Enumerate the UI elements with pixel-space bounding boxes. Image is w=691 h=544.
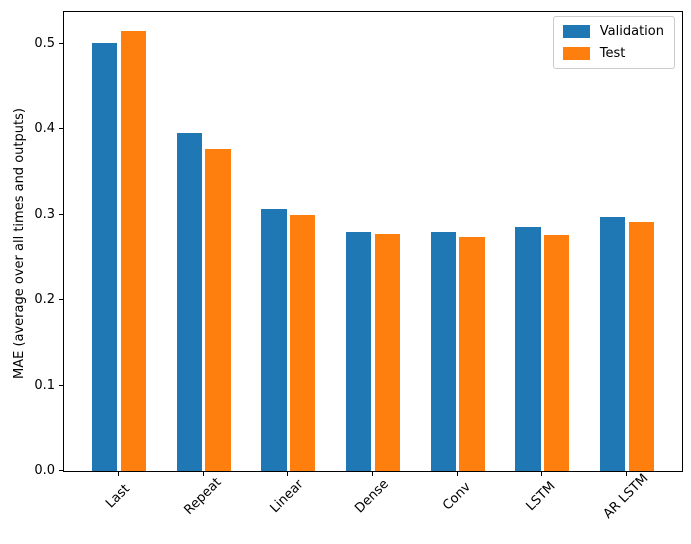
y-tick-mark: [59, 42, 63, 44]
x-tick-mark: [202, 472, 204, 476]
legend-item-validation: Validation: [562, 24, 664, 39]
y-tick-label: 0.1: [34, 377, 55, 393]
bar-validation-lstm: [515, 226, 541, 471]
y-tick-mark: [59, 213, 63, 215]
bar-test-dense: [374, 234, 401, 471]
y-tick-label: 0.2: [34, 292, 55, 308]
bar-test-ar-lstm: [628, 222, 654, 471]
y-tick-label: 0.0: [34, 463, 55, 478]
y-axis-label: MAE (average over all times and outputs): [12, 108, 27, 379]
x-tick-label-repeat: Repeat: [181, 475, 225, 518]
x-tick-label-lstm: LSTM: [523, 478, 559, 515]
x-tick-mark: [541, 472, 543, 476]
bar-validation-conv: [430, 231, 456, 471]
y-tick-label: 0.4: [34, 121, 55, 137]
bar-validation-linear: [261, 209, 287, 471]
x-tick-mark: [118, 472, 120, 476]
legend-label-validation: Validation: [599, 24, 664, 39]
bar-test-lstm: [543, 235, 570, 471]
x-tick-label-conv: Conv: [439, 479, 474, 514]
bar-validation-dense: [345, 231, 372, 471]
x-tick-mark: [625, 472, 627, 476]
y-tick-mark: [59, 128, 63, 130]
y-tick-label: 0.3: [34, 206, 55, 222]
plot-area: [63, 11, 683, 472]
bar-test-repeat: [205, 148, 231, 471]
x-tick-mark: [287, 472, 289, 476]
bar-test-last: [120, 30, 147, 471]
x-tick-mark: [456, 472, 458, 476]
y-tick-mark: [59, 299, 63, 301]
x-tick-label-linear: Linear: [267, 476, 307, 517]
x-tick-label-dense: Dense: [352, 476, 392, 517]
test-swatch-icon: [562, 47, 590, 60]
legend-item-test: Test: [562, 46, 664, 61]
validation-swatch-icon: [562, 25, 590, 38]
bar-test-linear: [290, 215, 316, 471]
y-tick-label: 0.5: [34, 35, 55, 51]
x-tick-label-ar-lstm: AR LSTM: [600, 471, 652, 522]
bar-test-conv: [459, 236, 485, 471]
y-tick-mark: [59, 384, 63, 386]
legend: Validation Test: [552, 16, 675, 69]
legend-label-test: Test: [599, 46, 626, 61]
bar-validation-ar-lstm: [599, 217, 626, 471]
x-tick-label-last: Last: [103, 481, 134, 512]
bar-validation-repeat: [176, 133, 203, 471]
x-tick-mark: [372, 472, 373, 476]
y-tick-mark: [59, 470, 63, 471]
bar-validation-last: [92, 42, 118, 471]
